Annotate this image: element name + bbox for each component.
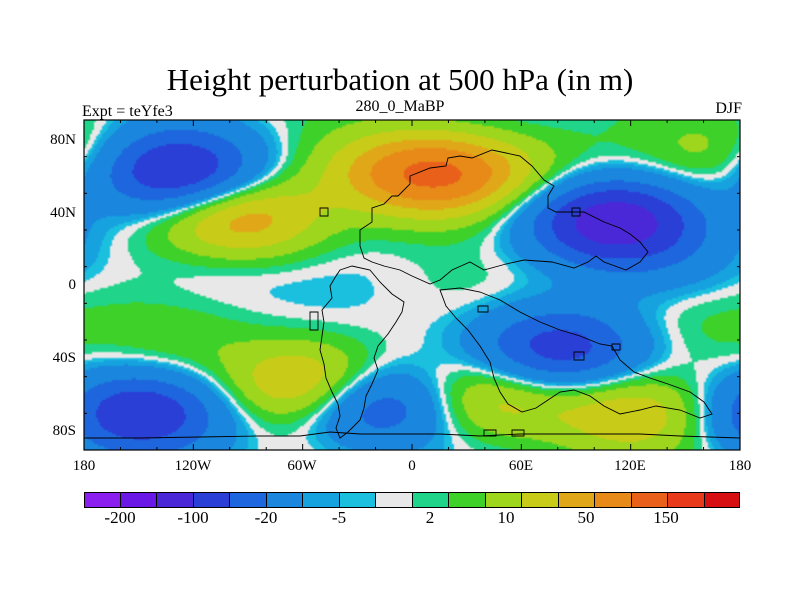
- colorbar-label: 150: [653, 508, 679, 527]
- coastline-eurasia-africa: [439, 287, 713, 419]
- colorbar-swatch: [84, 492, 121, 508]
- colorbar-swatch: [485, 492, 522, 508]
- colorbar-label: 10: [497, 508, 515, 527]
- y-tick-label: 80S: [52, 423, 76, 439]
- colorbar-label: -5: [331, 508, 347, 527]
- x-tick-label: 60E: [508, 458, 534, 474]
- coastlines: [84, 149, 740, 439]
- x-tick-label: 120E: [614, 458, 646, 474]
- experiment-label: Expt = teYfe3: [82, 103, 173, 120]
- colorbar-swatch: [522, 492, 559, 508]
- colorbar-swatch: [412, 492, 449, 508]
- y-tick-label: 80N: [50, 132, 76, 148]
- coastline-north-america: [359, 149, 649, 285]
- colorbar-label: -100: [177, 508, 209, 527]
- colorbar-swatch: [558, 492, 595, 508]
- colorbar-swatch: [303, 492, 340, 508]
- colorbar-swatch: [120, 492, 157, 508]
- colorbar-label: 2: [425, 508, 435, 527]
- colorbar-swatch: [631, 492, 668, 508]
- colorbar-swatch: [704, 492, 740, 508]
- coastline-island-d: [319, 207, 329, 217]
- colorbar-swatch: [157, 492, 194, 508]
- y-tick-label: 0: [68, 277, 77, 293]
- colorbar-swatch: [449, 492, 486, 508]
- coastline-island-e: [309, 311, 319, 331]
- coastline-south-america: [319, 265, 405, 439]
- x-tick-label: 0: [408, 458, 416, 474]
- x-tick-label: 180: [728, 458, 752, 474]
- x-tick-label: 120W: [174, 458, 212, 474]
- y-tick-label: 40N: [50, 205, 76, 221]
- colorbar-swatch: [230, 492, 267, 508]
- colorbar-swatch: [266, 492, 303, 508]
- height-field: [84, 120, 740, 450]
- colorbar-swatch: [376, 492, 413, 508]
- coastline-island-c: [477, 305, 489, 313]
- y-tick-label: 40S: [52, 350, 76, 366]
- coastline-island-g: [483, 429, 497, 437]
- x-tick-label: 60W: [287, 458, 317, 474]
- coastline-island-b: [611, 343, 621, 351]
- colorbar: [84, 492, 740, 508]
- colorbar-swatch: [339, 492, 376, 508]
- coastline-island-h: [511, 429, 525, 437]
- x-tick-label: 180: [72, 458, 96, 474]
- colorbar-swatch: [668, 492, 705, 508]
- coastline-island-a: [573, 351, 585, 361]
- colorbar-label: -20: [254, 508, 278, 527]
- colorbar-label: -200: [104, 508, 136, 527]
- axis-ticks: [83, 119, 741, 451]
- season-label: DJF: [715, 100, 742, 117]
- colorbar-swatch: [595, 492, 632, 508]
- period-label: 280_0_MaBP: [355, 98, 445, 115]
- colorbar-swatch: [193, 492, 230, 508]
- coastline-island-f: [571, 207, 581, 217]
- colorbar-label: 50: [577, 508, 595, 527]
- plot-title: Height perturbation at 500 hPa (in m): [166, 62, 634, 97]
- coastline-antarctica: [84, 431, 740, 439]
